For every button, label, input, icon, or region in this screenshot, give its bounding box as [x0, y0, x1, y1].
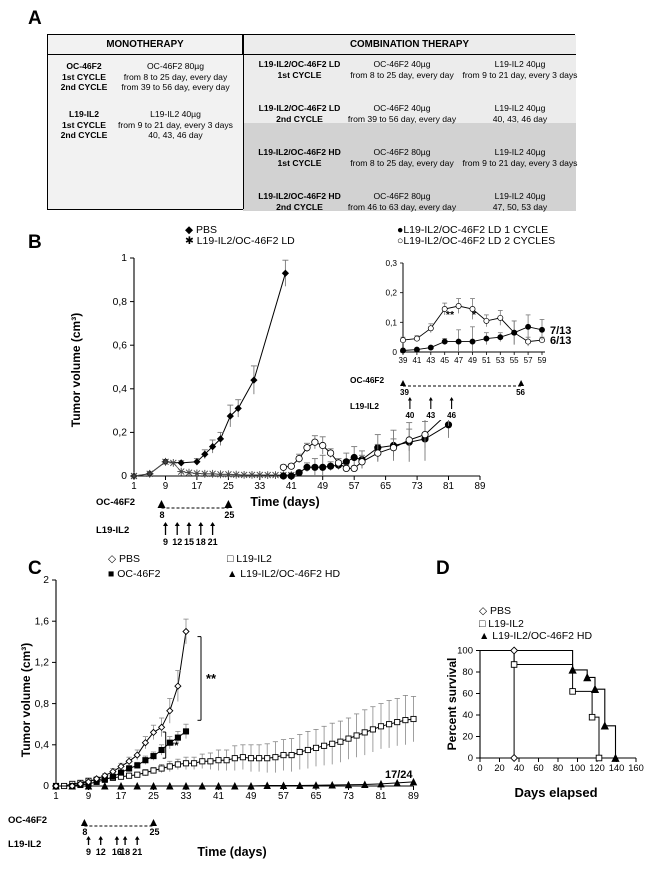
svg-text:33: 33	[254, 481, 265, 492]
svg-text:43: 43	[426, 411, 435, 420]
svg-text:8: 8	[160, 510, 165, 520]
svg-text:9: 9	[163, 481, 168, 492]
svg-text:59: 59	[538, 356, 547, 365]
svg-text:45: 45	[440, 356, 449, 365]
svg-text:49: 49	[317, 481, 328, 492]
svg-text:0: 0	[392, 347, 397, 357]
svg-text:6/13: 6/13	[550, 335, 571, 347]
svg-text:25: 25	[224, 510, 234, 520]
svg-text:0,2: 0,2	[385, 288, 397, 298]
svg-text:OC-46F2: OC-46F2	[96, 497, 135, 508]
svg-text:49: 49	[468, 356, 477, 365]
svg-text:0,3: 0,3	[385, 258, 397, 268]
svg-text:21: 21	[208, 537, 218, 547]
svg-text:39: 39	[400, 388, 409, 397]
svg-text:OC-46F2: OC-46F2	[350, 375, 385, 385]
svg-text:L19-IL2: L19-IL2	[350, 401, 379, 411]
svg-text:51: 51	[482, 356, 491, 365]
svg-text:**: **	[446, 309, 455, 321]
svg-text:55: 55	[510, 356, 519, 365]
svg-text:53: 53	[496, 356, 505, 365]
svg-text:81: 81	[443, 481, 454, 492]
svg-text:0,1: 0,1	[385, 317, 397, 327]
svg-text:0,8: 0,8	[113, 297, 128, 308]
svg-text:39: 39	[399, 356, 408, 365]
svg-text:89: 89	[475, 481, 486, 492]
svg-text:0,6: 0,6	[113, 340, 128, 351]
svg-text:Tumor volume (cm³): Tumor volume (cm³)	[69, 313, 83, 427]
svg-text:41: 41	[412, 356, 421, 365]
svg-text:57: 57	[349, 481, 360, 492]
svg-text:0,2: 0,2	[113, 428, 128, 439]
svg-text:0,4: 0,4	[113, 384, 128, 395]
svg-text:65: 65	[380, 481, 391, 492]
svg-text:25: 25	[223, 481, 234, 492]
svg-text:43: 43	[426, 356, 435, 365]
svg-text:1: 1	[121, 253, 127, 264]
svg-text:9: 9	[163, 537, 168, 547]
svg-text:46: 46	[447, 411, 456, 420]
svg-text:41: 41	[286, 481, 297, 492]
svg-text:Time (days): Time (days)	[250, 495, 319, 509]
svg-text:47: 47	[454, 356, 463, 365]
svg-text:56: 56	[516, 388, 525, 397]
svg-text:15: 15	[184, 537, 194, 547]
svg-text:40: 40	[405, 411, 414, 420]
svg-text:73: 73	[412, 481, 423, 492]
svg-text:57: 57	[524, 356, 533, 365]
svg-text:18: 18	[196, 537, 206, 547]
svg-text:1: 1	[131, 481, 136, 492]
svg-text:12: 12	[172, 537, 182, 547]
svg-text:0: 0	[121, 471, 127, 482]
svg-text:17: 17	[191, 481, 202, 492]
svg-text:L19-IL2: L19-IL2	[96, 525, 129, 536]
